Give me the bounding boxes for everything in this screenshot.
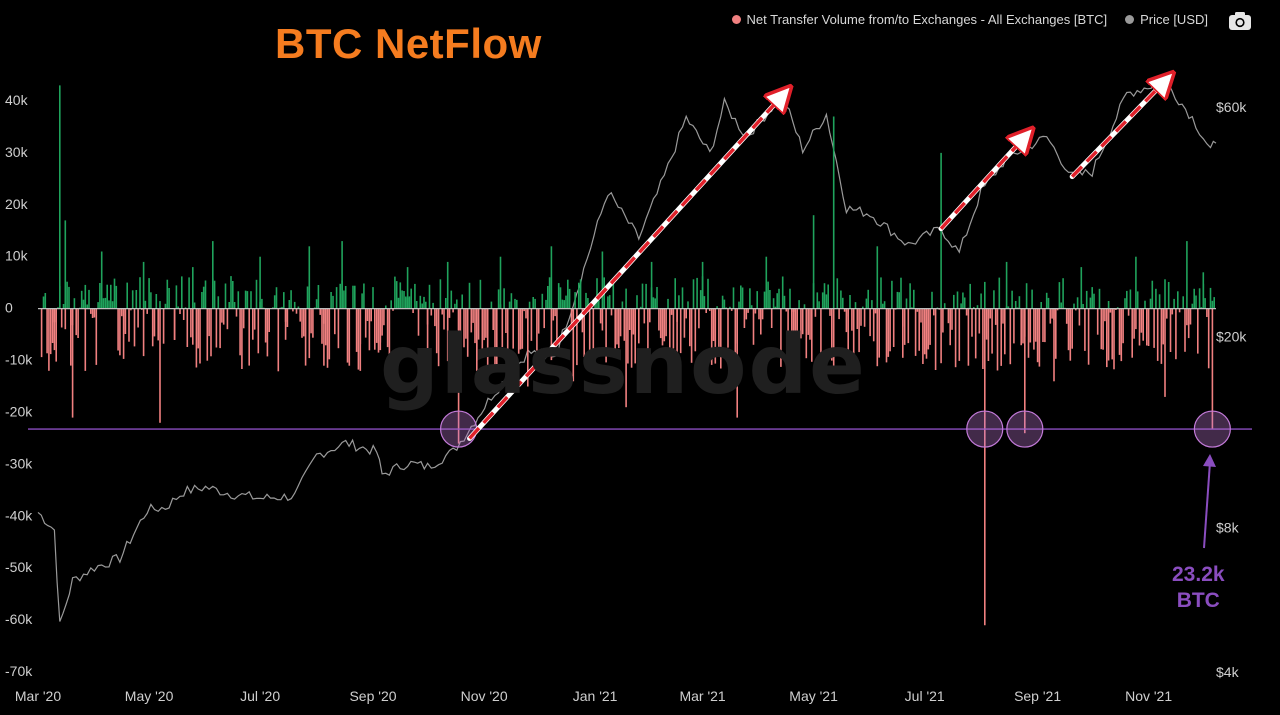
x-tick-label: Nov '20	[461, 688, 508, 704]
y-left-tick-label: -20k	[5, 403, 33, 419]
legend: Net Transfer Volume from/to Exchanges - …	[731, 12, 1208, 27]
y-left-tick-label: -40k	[5, 507, 33, 523]
x-tick-label: Nov '21	[1125, 688, 1172, 704]
x-tick-label: May '20	[125, 688, 174, 704]
y-left-tick-label: 30k	[5, 144, 29, 160]
highlight-circle-3	[1193, 410, 1231, 448]
annotation-label: 23.2k BTC	[1172, 562, 1225, 614]
highlight-circle-0	[439, 410, 478, 448]
x-tick-label: Jul '21	[905, 688, 945, 704]
y-left-tick-label: -70k	[5, 663, 33, 679]
x-tick-label: Mar '20	[15, 688, 61, 704]
highlight-circle-2	[1006, 410, 1044, 448]
y-left-tick-label: 10k	[5, 248, 29, 264]
y-left-tick-label: 0	[5, 300, 13, 316]
annotation-arrowhead	[1203, 454, 1216, 467]
x-tick-label: Mar '21	[679, 688, 725, 704]
legend-dot-price	[1125, 15, 1135, 24]
highlight-circle-1	[966, 410, 1004, 448]
y-right-tick-label: $8k	[1216, 519, 1240, 535]
annotation-value: 23.2k	[1172, 563, 1225, 586]
chart-title: BTC NetFlow	[275, 20, 542, 67]
camera-icon[interactable]	[1228, 11, 1252, 31]
legend-label-price: Price [USD]	[1140, 12, 1208, 27]
watermark: glassnode	[380, 318, 867, 413]
annotation-unit: BTC	[1176, 589, 1220, 612]
x-tick-label: Jul '20	[240, 688, 280, 704]
y-right-tick-label: $4k	[1216, 664, 1240, 680]
y-left-tick-label: 40k	[5, 92, 29, 108]
legend-item-price[interactable]: Price [USD]	[1125, 12, 1208, 27]
trend-arrow-0	[468, 95, 783, 440]
y-right-tick-label: $20k	[1216, 328, 1247, 344]
y-left-tick-label: -10k	[5, 352, 33, 368]
y-left-tick-label: 20k	[5, 196, 29, 212]
legend-label-netflow: Net Transfer Volume from/to Exchanges - …	[746, 12, 1108, 27]
y-left-tick-label: -30k	[5, 455, 33, 471]
x-tick-label: Jan '21	[573, 688, 618, 704]
legend-item-netflow[interactable]: Net Transfer Volume from/to Exchanges - …	[731, 12, 1108, 27]
annotation-arrow	[1203, 461, 1211, 549]
x-tick-label: May '21	[789, 688, 838, 704]
x-tick-label: Sep '21	[1014, 688, 1061, 704]
y-left-tick-label: -50k	[5, 559, 33, 575]
legend-dot-netflow	[731, 15, 741, 24]
trend-arrow-2	[1070, 81, 1165, 178]
x-tick-label: Sep '20	[349, 688, 396, 704]
y-left-tick-label: -60k	[5, 611, 33, 627]
y-right-tick-label: $60k	[1216, 99, 1247, 115]
